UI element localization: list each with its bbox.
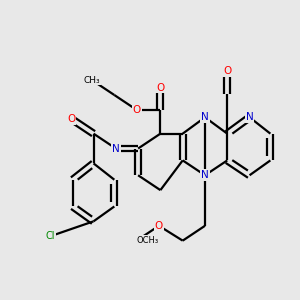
Text: OCH₃: OCH₃ [136, 236, 159, 245]
Text: N: N [201, 112, 209, 122]
Text: O: O [155, 221, 163, 231]
Text: O: O [223, 66, 231, 76]
Text: N: N [246, 112, 254, 122]
Text: N: N [112, 143, 120, 154]
Text: N: N [201, 170, 209, 180]
Text: O: O [67, 114, 75, 124]
Text: O: O [133, 105, 141, 115]
Text: O: O [156, 82, 164, 93]
Text: CH₃: CH₃ [84, 76, 100, 85]
Text: Cl: Cl [46, 231, 55, 241]
